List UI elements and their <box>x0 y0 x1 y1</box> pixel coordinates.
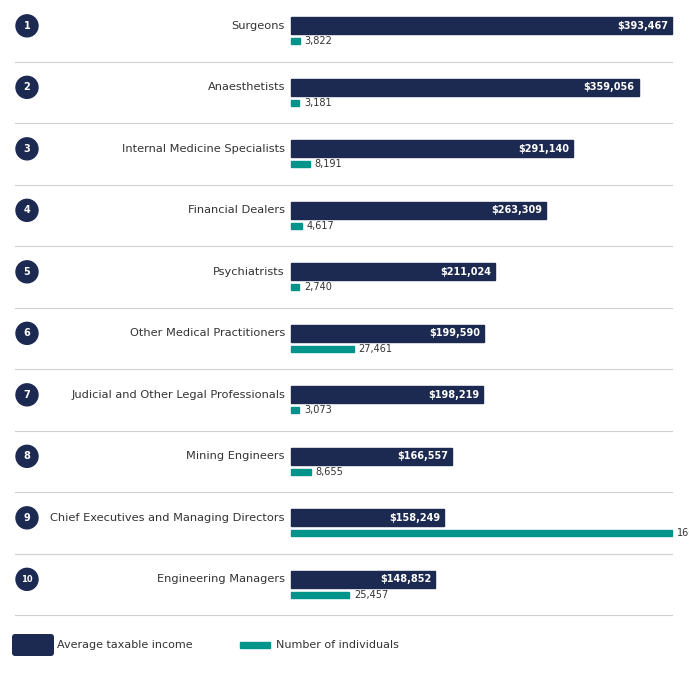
Text: Judicial and Other Legal Professionals: Judicial and Other Legal Professionals <box>71 390 285 400</box>
Text: 166,741: 166,741 <box>677 528 689 538</box>
Text: $148,852: $148,852 <box>380 574 431 584</box>
Bar <box>291 79 639 96</box>
Circle shape <box>16 445 38 467</box>
Bar <box>291 509 444 526</box>
Bar <box>291 223 302 229</box>
Text: 3,073: 3,073 <box>304 406 331 415</box>
Circle shape <box>16 384 38 406</box>
Text: Other Medical Practitioners: Other Medical Practitioners <box>130 328 285 338</box>
Bar <box>291 18 672 35</box>
Text: Chief Executives and Managing Directors: Chief Executives and Managing Directors <box>50 513 285 523</box>
Text: 7: 7 <box>23 390 30 400</box>
Text: 27,461: 27,461 <box>359 344 393 354</box>
Text: Internal Medicine Specialists: Internal Medicine Specialists <box>122 144 285 154</box>
Text: 8,191: 8,191 <box>315 159 342 169</box>
Text: 2: 2 <box>23 83 30 92</box>
Bar <box>291 469 311 475</box>
Text: 10: 10 <box>21 575 33 584</box>
Circle shape <box>16 568 38 590</box>
Text: Number of individuals: Number of individuals <box>276 640 399 650</box>
Bar <box>291 571 435 588</box>
Text: 2,740: 2,740 <box>304 282 332 292</box>
Text: $198,219: $198,219 <box>428 390 479 400</box>
Circle shape <box>16 15 38 37</box>
Text: Financial Dealers: Financial Dealers <box>188 205 285 215</box>
Bar <box>291 447 452 465</box>
Bar <box>291 39 300 44</box>
Bar <box>291 530 672 536</box>
Bar <box>291 592 349 598</box>
Text: $359,056: $359,056 <box>584 83 635 92</box>
Text: $166,557: $166,557 <box>398 452 449 461</box>
Text: $158,249: $158,249 <box>389 513 440 523</box>
Circle shape <box>16 77 38 98</box>
Bar <box>240 642 270 648</box>
Text: 4: 4 <box>23 205 30 215</box>
Bar <box>291 140 573 157</box>
Text: $199,590: $199,590 <box>429 328 480 338</box>
Text: 5: 5 <box>23 267 30 277</box>
Bar <box>291 408 299 414</box>
FancyBboxPatch shape <box>12 634 54 656</box>
Text: 3,822: 3,822 <box>305 37 333 46</box>
Text: 9: 9 <box>23 513 30 523</box>
Text: Average taxable income: Average taxable income <box>57 640 193 650</box>
Text: Anaesthetists: Anaesthetists <box>207 83 285 92</box>
Circle shape <box>16 261 38 283</box>
Circle shape <box>16 138 38 160</box>
Text: 4,617: 4,617 <box>307 221 334 231</box>
Bar <box>291 202 546 219</box>
Text: 25,457: 25,457 <box>354 590 389 600</box>
Text: $211,024: $211,024 <box>440 267 491 277</box>
Bar <box>291 161 310 167</box>
Text: $393,467: $393,467 <box>617 21 668 31</box>
Text: Mining Engineers: Mining Engineers <box>187 452 285 461</box>
Bar <box>291 263 495 280</box>
Text: 3,181: 3,181 <box>304 98 331 108</box>
Circle shape <box>16 199 38 221</box>
Bar <box>291 325 484 342</box>
Text: Engineering Managers: Engineering Managers <box>157 574 285 584</box>
Text: 3: 3 <box>23 144 30 154</box>
Text: Psychiatrists: Psychiatrists <box>214 267 285 277</box>
Text: $263,309: $263,309 <box>491 205 542 215</box>
Circle shape <box>16 322 38 345</box>
Text: 6: 6 <box>23 328 30 338</box>
Text: 8: 8 <box>23 452 30 461</box>
Circle shape <box>16 507 38 529</box>
Bar <box>291 387 483 403</box>
Text: $291,140: $291,140 <box>518 144 569 154</box>
Text: Surgeons: Surgeons <box>232 21 285 31</box>
Text: 1: 1 <box>23 21 30 31</box>
Bar <box>291 100 299 106</box>
Bar <box>291 346 353 352</box>
Text: 8,655: 8,655 <box>316 467 344 477</box>
Bar <box>291 284 299 290</box>
